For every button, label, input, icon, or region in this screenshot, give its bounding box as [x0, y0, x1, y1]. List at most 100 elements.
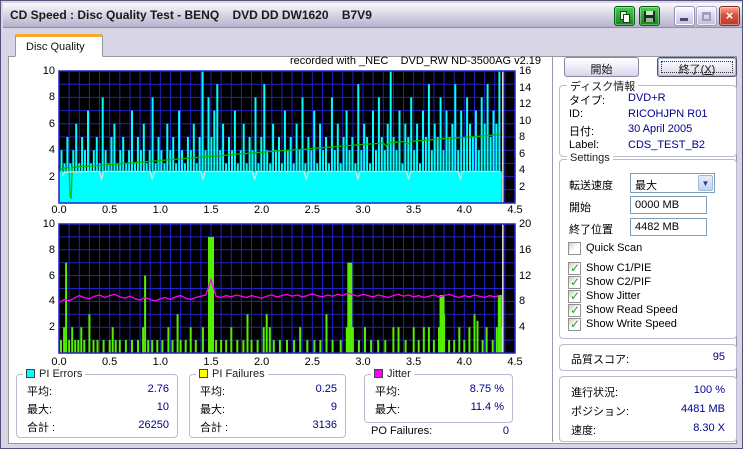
- x-tick-label: 0.0: [51, 356, 67, 368]
- end-position-field[interactable]: 4482 MB: [630, 218, 707, 236]
- left-y-tick-label: 6: [48, 269, 55, 282]
- settings-caption: Settings: [567, 152, 613, 164]
- po-failures-label: PO Failures:: [371, 425, 433, 437]
- jitter-max-value: 11.4 %: [470, 401, 504, 413]
- left-y-tick-label: 8: [48, 243, 55, 256]
- transfer-speed-value: 最大: [635, 180, 657, 192]
- left-y-tick-label: 4: [48, 144, 55, 157]
- x-tick-label: 4.0: [456, 204, 472, 216]
- right-y-tick-label: 12: [519, 269, 532, 282]
- show-write-speed-checkbox[interactable]: [568, 317, 581, 331]
- disc-info-caption: ディスク情報: [567, 78, 639, 94]
- x-tick-label: 3.5: [406, 204, 422, 216]
- pi-failures-max-label: 最大:: [200, 404, 226, 416]
- position-label: ポジション:: [571, 406, 630, 418]
- PI Failures-bars: [60, 236, 503, 354]
- x-tick-label: 0.5: [102, 356, 118, 368]
- right-y-tick-label: 14: [519, 81, 532, 94]
- left-y-tick-label: 2: [48, 170, 55, 183]
- pi-errors-legend-box: PI Errors 平均: 2.76 最大: 10 合計 : 26250: [16, 368, 178, 438]
- Read Speed-line: [58, 133, 500, 200]
- right-y-tick-label: 4: [519, 164, 526, 176]
- disc-date-label: 日付:: [569, 126, 595, 138]
- right-y-tick-label: 8: [519, 295, 526, 308]
- left-y-tick-label: 10: [42, 65, 55, 77]
- pi-failures-total-label: 合計 :: [200, 422, 229, 434]
- start-position-label: 開始: [569, 202, 591, 214]
- x-tick-label: 2.5: [304, 356, 320, 368]
- disc-type-value: DVD+R: [628, 92, 666, 104]
- pi-errors-swatch-icon: [26, 369, 35, 378]
- po-failures-value: 0: [502, 425, 509, 437]
- pi-errors-avg-value: 2.76: [147, 383, 169, 395]
- show-jitter-label: Show Jitter: [586, 290, 641, 302]
- pi-errors-legend-caption: PI Errors: [23, 368, 86, 380]
- progress-label: 進行状況:: [571, 387, 619, 399]
- copy-button[interactable]: [614, 6, 635, 26]
- tab-disc-quality[interactable]: Disc Quality: [15, 34, 103, 57]
- show-write-speed-label: Show Write Speed: [586, 318, 677, 330]
- right-y-tick-label: 2: [519, 180, 526, 193]
- show-c2-pif-checkbox[interactable]: [568, 275, 581, 289]
- right-y-tick-label: 20: [519, 218, 532, 230]
- disc-type-label: タイプ:: [569, 95, 606, 107]
- pi-failures-max-value: 9: [330, 401, 337, 413]
- quality-score-value: 95: [712, 351, 725, 363]
- start-position-field[interactable]: 0000 MB: [630, 196, 707, 214]
- chart-svg: [58, 70, 516, 204]
- Jitter-line: [58, 277, 500, 304]
- jitter-legend-caption: Jitter: [371, 368, 414, 380]
- quick-scan-label: Quick Scan: [586, 242, 643, 254]
- right-y-tick-label: 12: [519, 98, 532, 110]
- Write Speed-line: [61, 170, 500, 180]
- quality-score-label: 品質スコア:: [571, 354, 630, 366]
- focus-rect: [661, 61, 733, 73]
- speed-label: 速度:: [571, 425, 597, 437]
- right-y-tick-label: 16: [519, 243, 532, 256]
- jitter-legend-box: Jitter 平均: 8.75 % 最大: 11.4 %: [364, 368, 513, 423]
- right-y-tick-label: 16: [519, 65, 532, 77]
- save-floppy-icon: [644, 11, 655, 22]
- quick-scan-checkbox[interactable]: [568, 242, 581, 255]
- pi-errors-avg-label: 平均:: [27, 386, 53, 398]
- x-tick-label: 2.5: [304, 204, 320, 216]
- minimize-button[interactable]: [674, 6, 695, 26]
- right-y-tick-label: 8: [519, 131, 526, 143]
- left-y-tick-label: 2: [48, 321, 55, 334]
- pi-failures-legend-box: PI Failures 平均: 0.25 最大: 9 合計 : 3136: [189, 368, 346, 438]
- progress-value: 100 %: [693, 384, 725, 396]
- show-c1-pie-checkbox[interactable]: [568, 261, 581, 275]
- transfer-speed-select[interactable]: 最大 ▼: [630, 173, 715, 193]
- x-tick-label: 4.5: [507, 356, 523, 368]
- exit-button[interactable]: 終了(X): [657, 57, 737, 77]
- pi-failures-avg-value: 0.25: [315, 383, 337, 395]
- disc-id-value: RICOHJPN R01: [628, 108, 708, 120]
- x-tick-label: 1.0: [152, 204, 168, 216]
- left-y-tick-label: 8: [48, 91, 55, 104]
- show-c1-pie-label: Show C1/PIE: [586, 262, 652, 274]
- x-tick-label: 0.0: [51, 204, 67, 216]
- speed-value: 8.30 X: [693, 422, 725, 434]
- pi-failures-total-value: 3136: [312, 419, 337, 431]
- show-jitter-checkbox[interactable]: [568, 289, 581, 303]
- tab-label: Disc Quality: [26, 41, 85, 53]
- jitter-avg-value: 8.75 %: [469, 383, 504, 395]
- chevron-down-icon[interactable]: ▼: [698, 175, 713, 191]
- window-title: CD Speed : Disc Quality Test - BENQ DVD …: [10, 8, 372, 22]
- jitter-avg-label: 平均:: [375, 386, 401, 398]
- pi-errors-total-label: 合計 :: [27, 422, 56, 434]
- jitter-swatch-icon: [374, 369, 383, 378]
- progress-group: [559, 376, 737, 442]
- show-read-speed-checkbox[interactable]: [568, 303, 581, 317]
- x-tick-label: 4.5: [507, 204, 523, 216]
- show-read-speed-label: Show Read Speed: [586, 304, 678, 316]
- close-button[interactable]: ×: [719, 6, 740, 26]
- start-button[interactable]: 開始: [564, 57, 639, 77]
- x-tick-label: 1.0: [152, 356, 168, 368]
- left-y-tick-label: 10: [42, 218, 55, 230]
- right-y-tick-label: 6: [519, 147, 526, 160]
- chart-svg: [58, 223, 516, 354]
- maximize-button[interactable]: [696, 6, 717, 26]
- show-c2-pif-label: Show C2/PIF: [586, 276, 651, 288]
- save-button[interactable]: [639, 6, 660, 26]
